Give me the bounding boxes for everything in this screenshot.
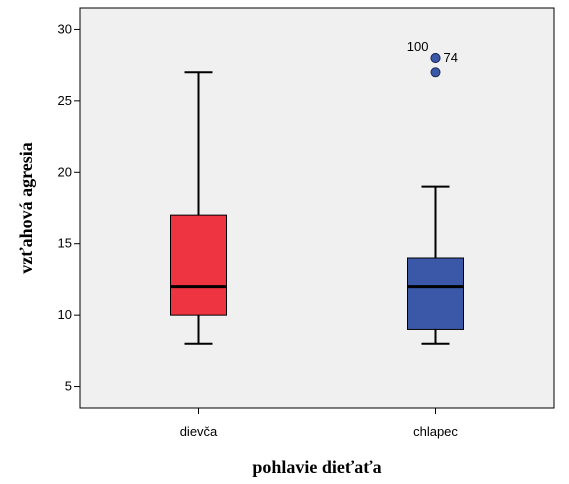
- y-tick-label: 20: [58, 164, 72, 179]
- outlier-point: [430, 53, 441, 63]
- box-group: [170, 71, 227, 345]
- x-tick-label: chlapec: [413, 424, 458, 439]
- x-tick-label: dievča: [180, 424, 218, 439]
- y-tick-label: 25: [58, 93, 72, 108]
- y-tick-label: 10: [58, 307, 72, 322]
- outlier-label: 74: [444, 50, 458, 65]
- y-axis-title: vzťahová agresia: [16, 142, 36, 274]
- outlier-label: 100: [407, 39, 429, 54]
- y-tick-label: 5: [65, 379, 72, 394]
- box-group: 100 74: [407, 39, 464, 345]
- plot-area: [79, 7, 555, 409]
- x-axis-title: pohlavie dieťaťa: [252, 457, 381, 477]
- y-tick-label: 15: [58, 236, 72, 251]
- outlier-point: [430, 67, 441, 78]
- box: [407, 257, 464, 330]
- x-axis: dievča chlapec: [180, 408, 458, 439]
- box: [170, 214, 227, 316]
- y-tick-label: 30: [58, 21, 72, 36]
- box-series: 100 74: [170, 39, 464, 345]
- y-axis: 5 10 15 20 25 30: [58, 21, 80, 394]
